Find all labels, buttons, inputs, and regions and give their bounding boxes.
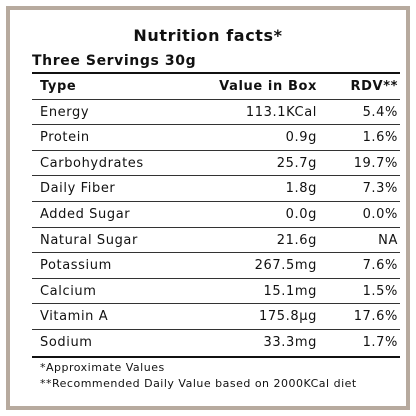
nutrient-name: Protein xyxy=(40,130,90,146)
nutrition-table: Type Value in Box RDV** Energy 113.1KCal… xyxy=(32,72,400,358)
nutrient-name: Carbohydrates xyxy=(40,155,144,171)
nutrient-name: Calcium xyxy=(40,283,97,299)
table-row: Natural Sugar 21.6g NA xyxy=(32,228,400,254)
table-row: Calcium 15.1mg 1.5% xyxy=(32,279,400,305)
table-row: Added Sugar 0.0g 0.0% xyxy=(32,202,400,228)
nutrient-rdv: 1.5% xyxy=(362,283,398,299)
column-header-type: Type xyxy=(40,79,77,94)
nutrient-name: Energy xyxy=(40,104,90,120)
nutrition-facts-panel: Nutrition facts* Three Servings 30g Type… xyxy=(6,6,410,410)
nutrient-value: 15.1mg xyxy=(263,283,317,299)
nutrient-rdv: 1.6% xyxy=(362,130,398,146)
nutrient-name: Daily Fiber xyxy=(40,181,116,197)
table-row: Carbohydrates 25.7g 19.7% xyxy=(32,151,400,177)
nutrient-rdv: 7.3% xyxy=(362,181,398,197)
nutrient-rdv: 19.7% xyxy=(353,155,398,171)
table-header-row: Type Value in Box RDV** xyxy=(32,74,400,100)
nutrient-name: Vitamin A xyxy=(40,309,109,325)
nutrient-name: Sodium xyxy=(40,334,93,350)
nutrient-value: 21.6g xyxy=(276,232,317,248)
nutrient-value: 113.1KCal xyxy=(245,104,317,120)
nutrient-value: 0.0g xyxy=(285,206,317,222)
nutrient-value: 1.8g xyxy=(285,181,317,197)
column-header-rdv: RDV** xyxy=(350,79,398,94)
table-row: Energy 113.1KCal 5.4% xyxy=(32,100,400,126)
footnote-rdv: **Recommended Daily Value based on 2000K… xyxy=(40,376,357,390)
nutrient-value: 0.9g xyxy=(285,130,317,146)
table-row: Vitamin A 175.8µg 17.6% xyxy=(32,304,400,330)
nutrient-name: Potassium xyxy=(40,258,112,274)
nutrient-rdv: 0.0% xyxy=(362,206,398,222)
nutrient-value: 267.5mg xyxy=(254,258,317,274)
nutrient-value: 25.7g xyxy=(276,155,317,171)
nutrient-value: 175.8µg xyxy=(259,309,317,325)
table-row: Daily Fiber 1.8g 7.3% xyxy=(32,176,400,202)
nutrient-value: 33.3mg xyxy=(263,334,317,350)
table-row: Protein 0.9g 1.6% xyxy=(32,125,400,151)
nutrient-rdv: 1.7% xyxy=(362,334,398,350)
nutrient-rdv: 5.4% xyxy=(362,104,398,120)
footnote-approximate: *Approximate Values xyxy=(40,361,165,374)
serving-size: Three Servings 30g xyxy=(32,53,197,69)
nutrient-rdv: 7.6% xyxy=(362,258,398,274)
nutrient-name: Natural Sugar xyxy=(40,232,138,248)
panel-title: Nutrition facts* xyxy=(133,26,283,45)
table-row: Potassium 267.5mg 7.6% xyxy=(32,253,400,279)
nutrient-rdv: NA xyxy=(378,232,398,248)
table-row: Sodium 33.3mg 1.7% xyxy=(32,330,400,356)
column-header-value: Value in Box xyxy=(219,79,317,94)
nutrient-rdv: 17.6% xyxy=(353,309,398,325)
nutrient-name: Added Sugar xyxy=(40,206,131,222)
footnotes: *Approximate Values **Recommended Daily … xyxy=(40,360,357,391)
